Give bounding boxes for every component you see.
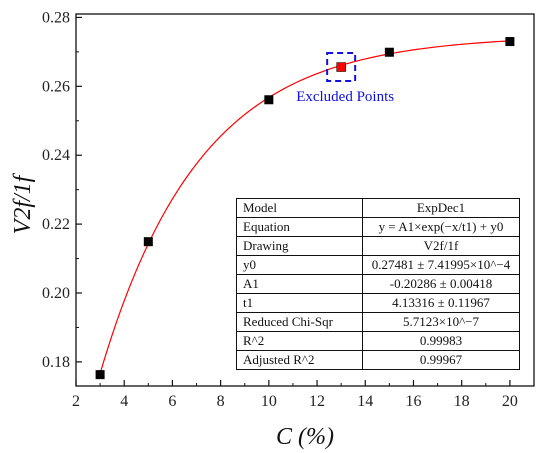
fit-table-key: Model — [236, 198, 363, 218]
fit-table-key: Equation — [236, 217, 363, 237]
fit-table-key: y0 — [236, 255, 363, 275]
data-point — [264, 95, 274, 105]
fit-curve — [99, 40, 510, 374]
fit-table-row: Drawing V2f/1f — [236, 236, 520, 256]
x-tick-label: 10 — [261, 393, 277, 410]
fit-table-value: 5.7123×10^−7 — [362, 312, 520, 332]
x-tick-label: 6 — [168, 393, 176, 410]
y-tick-label: 0.20 — [42, 285, 70, 302]
x-axis-ticks: 2 4 6 8 10 12 14 16 18 20 — [72, 380, 518, 410]
fit-table-row: Reduced Chi-Sqr 5.7123×10^−7 — [236, 312, 520, 332]
fit-table-row: Model ExpDec1 — [236, 198, 520, 218]
excluded-point — [336, 62, 346, 72]
y-tick-label: 0.22 — [42, 216, 70, 233]
y-tick-label: 0.26 — [42, 78, 70, 95]
fit-table-value: 0.99967 — [362, 350, 520, 370]
fit-table-row: Equation y = A1×exp(−x/t1) + y0 — [236, 217, 520, 237]
x-tick-label: 8 — [217, 393, 225, 410]
fit-table-value: V2f/1f — [362, 236, 520, 256]
x-tick-label: 4 — [120, 393, 128, 410]
data-points — [95, 37, 515, 380]
plot-frame — [75, 13, 535, 387]
fit-table-key: Adjusted R^2 — [236, 350, 363, 370]
x-tick-label: 18 — [454, 393, 470, 410]
data-point — [143, 237, 153, 247]
x-tick-label: 16 — [405, 393, 421, 410]
data-point — [384, 47, 394, 57]
excluded-points-label: Excluded Points — [296, 89, 394, 105]
fit-table-value: 0.99983 — [362, 331, 520, 351]
x-tick-label: 20 — [502, 393, 518, 410]
fit-results-table: Model ExpDec1 Equation y = A1×exp(−x/t1) + … — [236, 198, 520, 370]
fit-table-key: t1 — [236, 293, 363, 313]
y-axis-ticks: 0.18 0.20 0.22 0.24 0.26 0.28 — [42, 9, 82, 371]
fit-table-key: R^2 — [236, 331, 363, 351]
x-tick-label: 14 — [357, 393, 373, 410]
fit-table-row: R^2 0.99983 — [236, 331, 520, 351]
x-tick-label: 2 — [72, 393, 80, 410]
fit-table-key: A1 — [236, 274, 363, 294]
x-axis-title: C (%) — [276, 424, 334, 450]
fit-table-row: y0 0.27481 ± 7.41995×10^−4 — [236, 255, 520, 275]
data-point — [505, 37, 515, 47]
y-tick-label: 0.24 — [42, 147, 70, 164]
y-tick-label: 0.18 — [42, 354, 70, 371]
fit-table-key: Drawing — [236, 236, 363, 256]
fit-table-value: ExpDec1 — [362, 198, 520, 218]
y-tick-label: 0.28 — [42, 9, 70, 26]
fit-table-value: -0.20286 ± 0.00418 — [362, 274, 520, 294]
excluded-points-box — [326, 52, 357, 83]
fit-table-value: y = A1×exp(−x/t1) + y0 — [362, 217, 520, 237]
fit-table-row: Adjusted R^2 0.99967 — [236, 350, 520, 370]
fit-table-value: 0.27481 ± 7.41995×10^−4 — [362, 255, 520, 275]
fit-table-value: 4.13316 ± 0.11967 — [362, 293, 520, 313]
y-axis-title: V2f/1f — [10, 172, 36, 234]
fit-table-row: t1 4.13316 ± 0.11967 — [236, 293, 520, 313]
fit-table-key: Reduced Chi-Sqr — [236, 312, 363, 332]
x-tick-label: 12 — [309, 393, 325, 410]
data-point — [95, 370, 105, 380]
fit-table-row: A1 -0.20286 ± 0.00418 — [236, 274, 520, 294]
